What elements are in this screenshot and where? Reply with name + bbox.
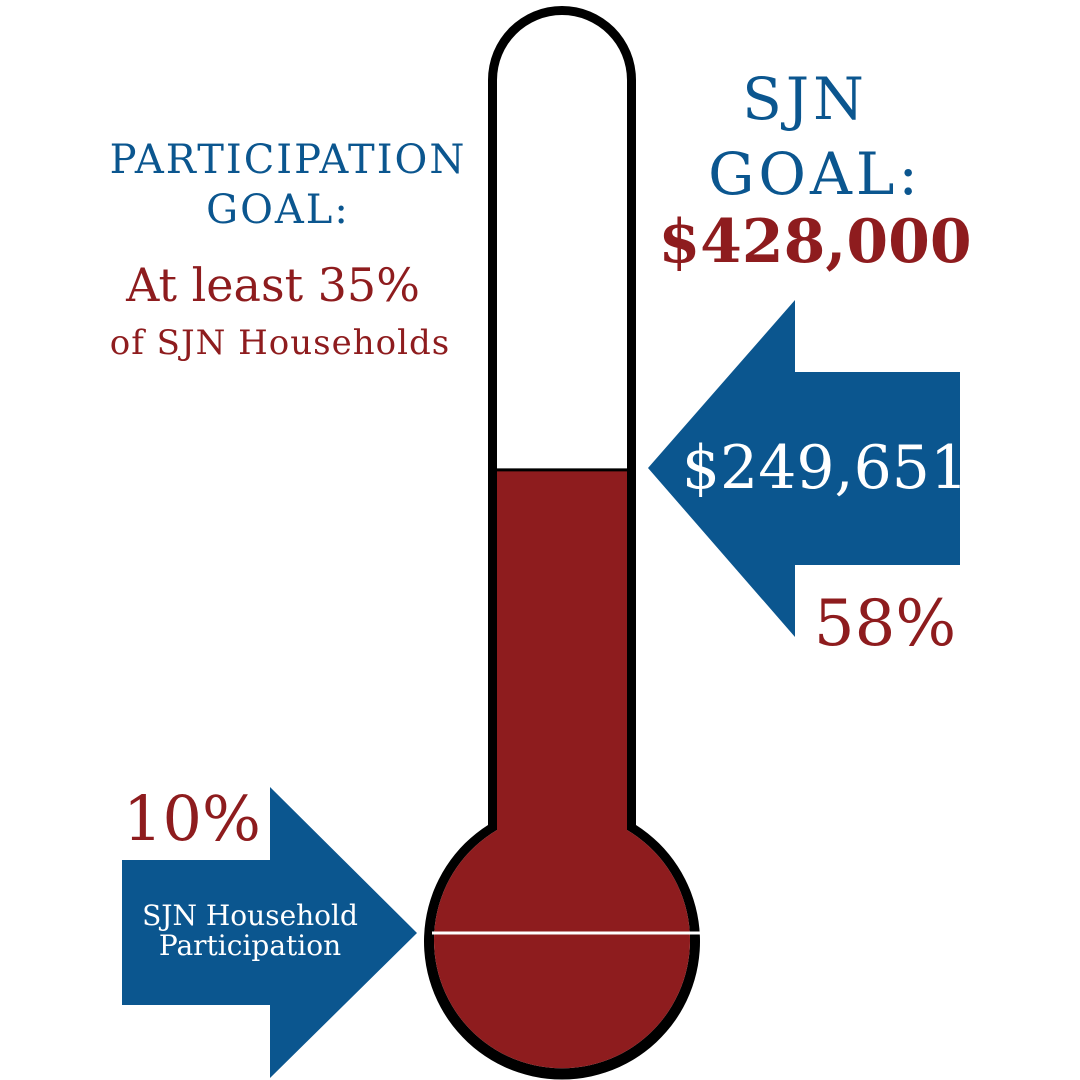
participation-heading-line2: GOAL: xyxy=(206,187,350,233)
raised-percent: 58% xyxy=(813,587,957,661)
sjn-goal-heading-line1: SJN xyxy=(742,65,868,133)
sjn-goal-heading-line2: GOAL: xyxy=(708,140,922,208)
participation-arrow-label-line2: Participation xyxy=(158,929,342,962)
participation-goal-text: At least 35% xyxy=(126,258,420,312)
participation-arrow xyxy=(122,787,417,1078)
raised-amount: $249,651 xyxy=(681,433,969,503)
raised-arrow xyxy=(648,300,960,637)
participation-heading-line1: PARTICIPATION xyxy=(109,137,467,183)
participation-current-percent: 10% xyxy=(123,782,261,855)
sjn-goal-amount: $428,000 xyxy=(658,207,972,277)
participation-arrow-label-line1: SJN Household xyxy=(142,899,358,932)
thermometer-fill-level xyxy=(434,469,690,1069)
participation-goal-subtext: of SJN Households xyxy=(109,323,451,363)
